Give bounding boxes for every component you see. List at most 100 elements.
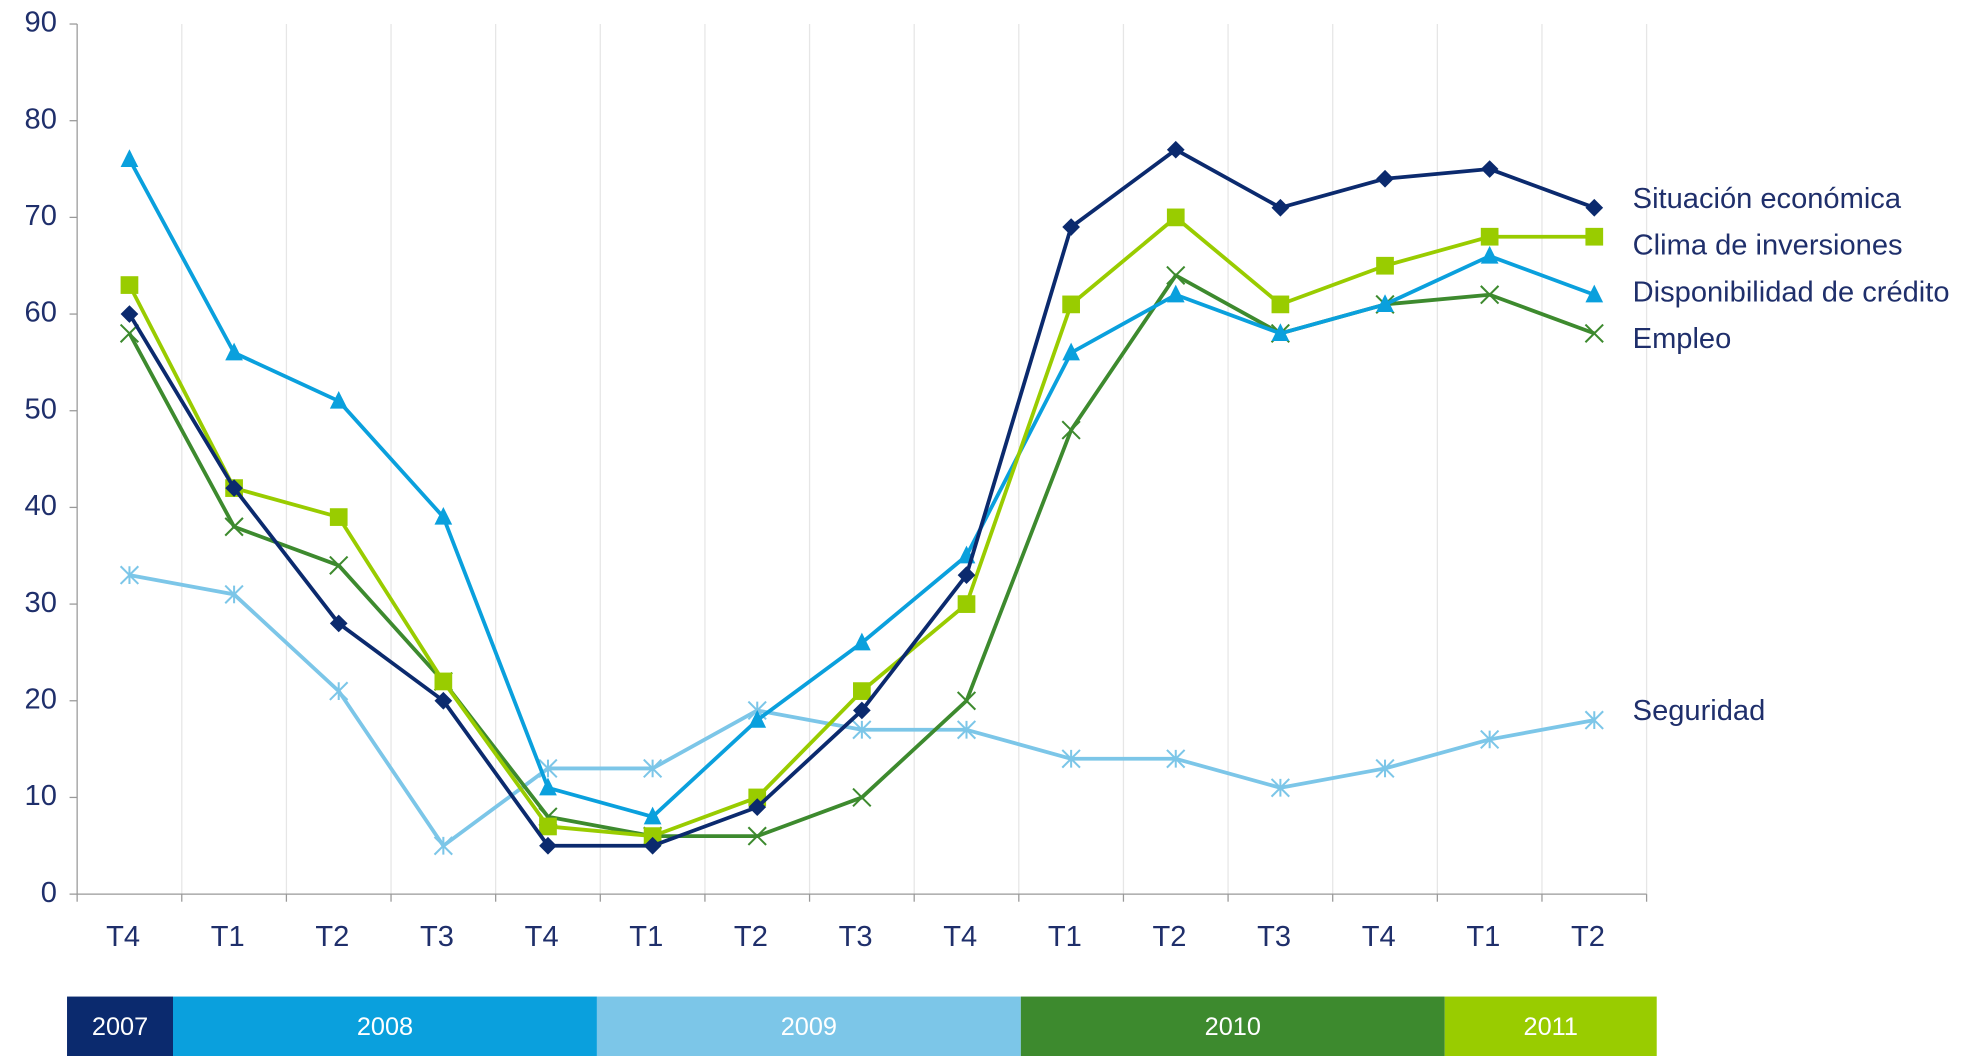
year-band xyxy=(67,996,174,1056)
y-tick-label: 90 xyxy=(25,7,57,39)
marker xyxy=(539,777,557,796)
marker xyxy=(1271,295,1290,314)
x-tick-label: T1 xyxy=(629,921,663,953)
marker xyxy=(225,342,243,361)
x-tick-label: T4 xyxy=(943,921,977,953)
marker xyxy=(119,565,140,585)
marker xyxy=(1584,323,1604,343)
marker xyxy=(434,672,453,691)
marker xyxy=(1166,208,1185,227)
x-tick-label: T3 xyxy=(1257,921,1291,953)
marker xyxy=(1480,245,1499,264)
x-tick-label: T2 xyxy=(315,921,349,953)
marker xyxy=(1480,227,1499,246)
marker xyxy=(434,506,453,525)
marker xyxy=(1166,265,1186,285)
marker xyxy=(120,149,139,167)
marker xyxy=(643,758,663,779)
marker xyxy=(1061,749,1081,769)
marker xyxy=(956,691,977,711)
marker xyxy=(852,787,872,808)
marker xyxy=(329,681,349,701)
x-tick-label: T1 xyxy=(1466,921,1500,953)
marker xyxy=(1061,420,1081,440)
marker xyxy=(329,614,348,633)
marker xyxy=(643,836,662,855)
marker xyxy=(643,806,662,825)
series-label: Seguridad xyxy=(1633,695,1766,727)
marker xyxy=(1166,284,1185,303)
series-label: Disponibilidad de crédito xyxy=(1633,276,1950,308)
year-label: 2010 xyxy=(1205,1013,1261,1041)
y-tick-label: 40 xyxy=(25,490,57,522)
x-tick-label: T3 xyxy=(839,921,873,953)
marker xyxy=(1376,256,1394,275)
marker xyxy=(1480,729,1500,750)
marker xyxy=(224,517,244,537)
series-line xyxy=(127,147,1595,848)
marker xyxy=(1375,758,1395,779)
marker xyxy=(1376,294,1394,312)
marker xyxy=(956,720,977,740)
x-tick-label: T2 xyxy=(1571,921,1605,953)
marker xyxy=(957,595,976,613)
marker xyxy=(957,566,976,584)
marker xyxy=(1166,749,1186,769)
y-tick-label: 10 xyxy=(25,780,57,812)
x-tick-label: T4 xyxy=(106,921,140,953)
y-tick-label: 20 xyxy=(25,683,57,715)
marker xyxy=(329,555,349,575)
y-tick-label: 50 xyxy=(25,393,57,425)
marker xyxy=(539,817,557,836)
marker xyxy=(748,709,767,728)
marker xyxy=(1584,710,1604,730)
marker xyxy=(1480,160,1499,178)
marker xyxy=(224,584,244,604)
year-band xyxy=(1444,996,1657,1056)
marker xyxy=(1062,342,1080,361)
series-label: Situación económica xyxy=(1633,183,1902,215)
marker xyxy=(120,305,139,323)
marker xyxy=(539,836,557,855)
series-line xyxy=(127,215,1595,839)
marker xyxy=(1062,295,1080,314)
marker xyxy=(747,826,767,846)
x-tick-label: T2 xyxy=(734,921,768,953)
year-band xyxy=(1020,996,1445,1056)
y-tick-label: 80 xyxy=(25,103,57,135)
year-label: 2008 xyxy=(357,1013,413,1041)
marker xyxy=(1271,198,1290,217)
marker xyxy=(1585,284,1604,303)
marker xyxy=(643,827,662,845)
marker xyxy=(748,798,767,816)
marker xyxy=(329,390,348,409)
x-tick-label: T4 xyxy=(1362,921,1396,953)
marker xyxy=(1166,140,1185,159)
marker xyxy=(852,720,872,740)
x-tick-label: T3 xyxy=(420,921,454,953)
series-label: Clima de inversiones xyxy=(1633,230,1903,262)
marker xyxy=(1585,227,1604,246)
year-label: 2009 xyxy=(781,1013,837,1041)
marker xyxy=(120,276,139,294)
marker xyxy=(1585,198,1604,217)
year-band xyxy=(173,996,597,1056)
x-tick-label: T2 xyxy=(1152,921,1186,953)
x-tick-label: T1 xyxy=(211,921,245,953)
year-label: 2007 xyxy=(92,1013,148,1041)
marker xyxy=(853,701,871,720)
y-tick-label: 60 xyxy=(25,297,57,329)
year-band xyxy=(596,996,1021,1056)
series-line xyxy=(127,273,1595,839)
marker xyxy=(1376,169,1394,188)
y-tick-label: 0 xyxy=(41,877,57,909)
marker xyxy=(853,632,871,651)
marker xyxy=(1480,285,1500,305)
marker xyxy=(433,836,453,856)
series-label: Empleo xyxy=(1633,323,1732,355)
marker xyxy=(1270,778,1290,798)
year-label: 2011 xyxy=(1524,1013,1578,1041)
marker xyxy=(853,682,871,700)
y-tick-label: 30 xyxy=(25,587,57,619)
